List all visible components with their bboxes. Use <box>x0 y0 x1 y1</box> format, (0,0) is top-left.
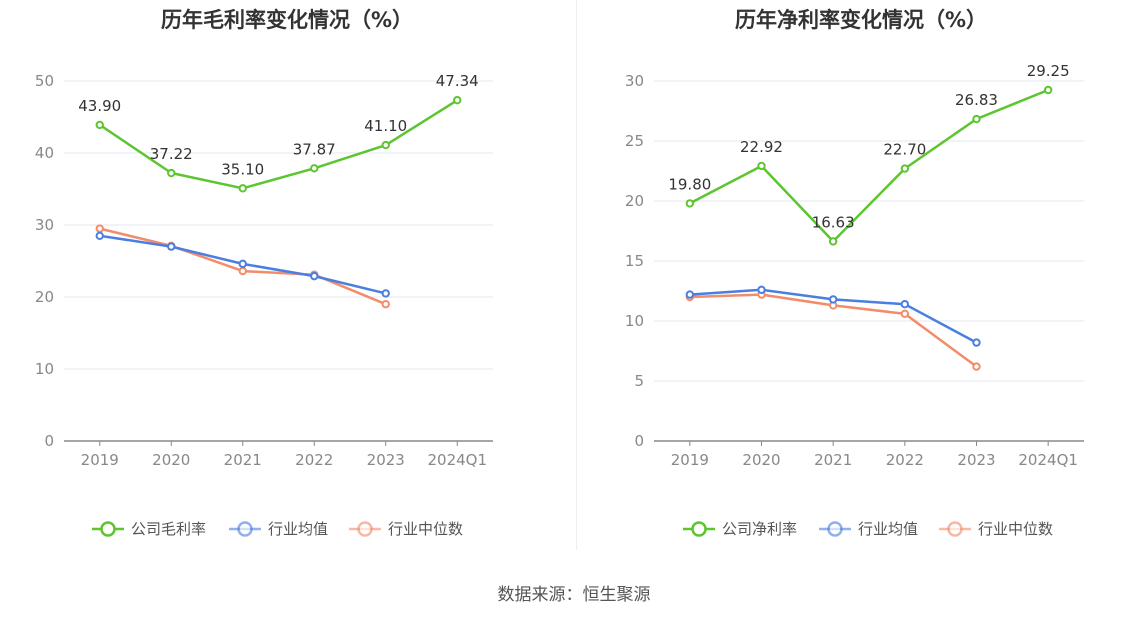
net-margin-chart-title: 历年净利率变化情况（%） <box>734 8 988 32</box>
x-tick-label: 2023 <box>367 451 405 469</box>
data-label: 37.22 <box>150 145 193 163</box>
data-label: 19.80 <box>668 175 711 193</box>
legend-marker-company <box>691 521 707 537</box>
x-tick-label: 2024Q1 <box>1018 451 1078 469</box>
legend-marker-median <box>357 521 373 537</box>
y-tick-label: 0 <box>44 432 54 450</box>
data-label: 22.70 <box>883 141 926 159</box>
data-point-company <box>1043 85 1053 95</box>
y-tick-label: 25 <box>625 132 644 150</box>
data-point-avg <box>167 242 176 251</box>
data-point-median <box>381 300 390 309</box>
data-point-avg <box>972 338 981 347</box>
data-label: 37.87 <box>293 140 336 158</box>
gross-margin-chart: 0 10 20 30 40 50 2019 2020 2021 2022 2023 2024Q1 43.… <box>35 72 493 538</box>
y-tick-label: 40 <box>35 144 54 162</box>
data-point-avg <box>685 290 695 299</box>
data-point-company <box>900 164 910 173</box>
data-label: 22.92 <box>740 138 783 156</box>
data-point-company <box>381 140 390 150</box>
series-line-company <box>99 99 458 190</box>
legend-label-median: 行业中位数 <box>978 520 1053 538</box>
data-point-company <box>95 120 104 130</box>
data-point-company <box>167 168 176 178</box>
x-tick-label: 2022 <box>295 451 333 469</box>
legend-marker-avg <box>827 521 843 537</box>
y-tick-label: 30 <box>625 72 644 90</box>
data-point-company <box>453 95 462 105</box>
net-margin-chart: 0 5 10 15 20 25 30 2019 2020 2021 2022 2023 2024Q1 19… <box>625 62 1084 538</box>
data-source-note: 数据来源：恒生聚源 <box>497 585 651 605</box>
data-point-median <box>238 266 247 276</box>
data-point-avg <box>900 300 910 309</box>
y-tick-label: 5 <box>634 372 644 390</box>
x-tick-label: 2021 <box>224 451 262 469</box>
data-point-median <box>972 362 981 371</box>
gross-margin-chart-title: 历年毛利率变化情况（%） <box>160 8 414 32</box>
data-point-avg <box>238 259 247 269</box>
x-tick-label: 2019 <box>81 451 119 469</box>
y-tick-label: 20 <box>35 288 54 306</box>
data-label: 26.83 <box>955 91 998 109</box>
data-point-company <box>685 199 695 208</box>
data-point-company <box>828 237 838 246</box>
data-label: 29.25 <box>1027 62 1070 80</box>
data-point-avg <box>757 285 766 294</box>
legend-label-company: 公司毛利率 <box>131 520 206 538</box>
x-tick-label: 2020 <box>152 451 190 469</box>
y-tick-label: 30 <box>35 216 54 234</box>
data-label: 35.10 <box>221 160 264 178</box>
legend-label-company: 公司净利率 <box>722 520 797 538</box>
x-tick-label: 2020 <box>742 451 780 469</box>
legend-marker-median <box>947 521 963 537</box>
x-tick-label: 2021 <box>814 451 852 469</box>
data-label: 16.63 <box>812 213 855 231</box>
data-point-company <box>310 164 319 173</box>
data-point-median <box>900 309 910 318</box>
gross-margin-chart-panel: 历年毛利率变化情况（%） 0 10 20 30 40 50 2019 2020 2021 2022… <box>0 0 574 560</box>
panel-divider <box>576 0 577 550</box>
data-point-median <box>95 224 104 233</box>
series-line-company <box>689 88 1049 243</box>
data-point-avg <box>310 271 319 281</box>
y-tick-label: 20 <box>625 192 644 210</box>
y-tick-label: 15 <box>625 252 644 270</box>
data-point-company <box>972 114 981 124</box>
x-tick-label: 2024Q1 <box>427 451 487 469</box>
net-margin-chart-panel: 历年净利率变化情况（%） 0 5 10 15 20 25 30 2019 2020 2021 202… <box>574 0 1148 560</box>
y-tick-label: 0 <box>634 432 644 450</box>
x-tick-label: 2022 <box>886 451 924 469</box>
data-point-company <box>238 184 247 193</box>
data-point-avg <box>381 289 390 298</box>
legend-label-avg: 行业均值 <box>858 520 918 538</box>
legend-marker-avg <box>237 521 253 537</box>
data-label: 41.10 <box>364 117 407 135</box>
legend-label-avg: 行业均值 <box>268 520 328 538</box>
x-tick-label: 2023 <box>957 451 995 469</box>
data-label: 47.34 <box>436 72 479 90</box>
data-point-company <box>757 161 766 171</box>
data-point-avg <box>95 231 104 241</box>
data-label: 43.90 <box>78 97 121 115</box>
legend-label-median: 行业中位数 <box>388 520 463 538</box>
x-tick-label: 2019 <box>671 451 709 469</box>
legend-marker-company <box>100 521 116 537</box>
data-point-avg <box>828 295 838 304</box>
y-tick-label: 10 <box>625 312 644 330</box>
y-tick-label: 50 <box>35 72 54 90</box>
y-tick-label: 10 <box>35 360 54 378</box>
